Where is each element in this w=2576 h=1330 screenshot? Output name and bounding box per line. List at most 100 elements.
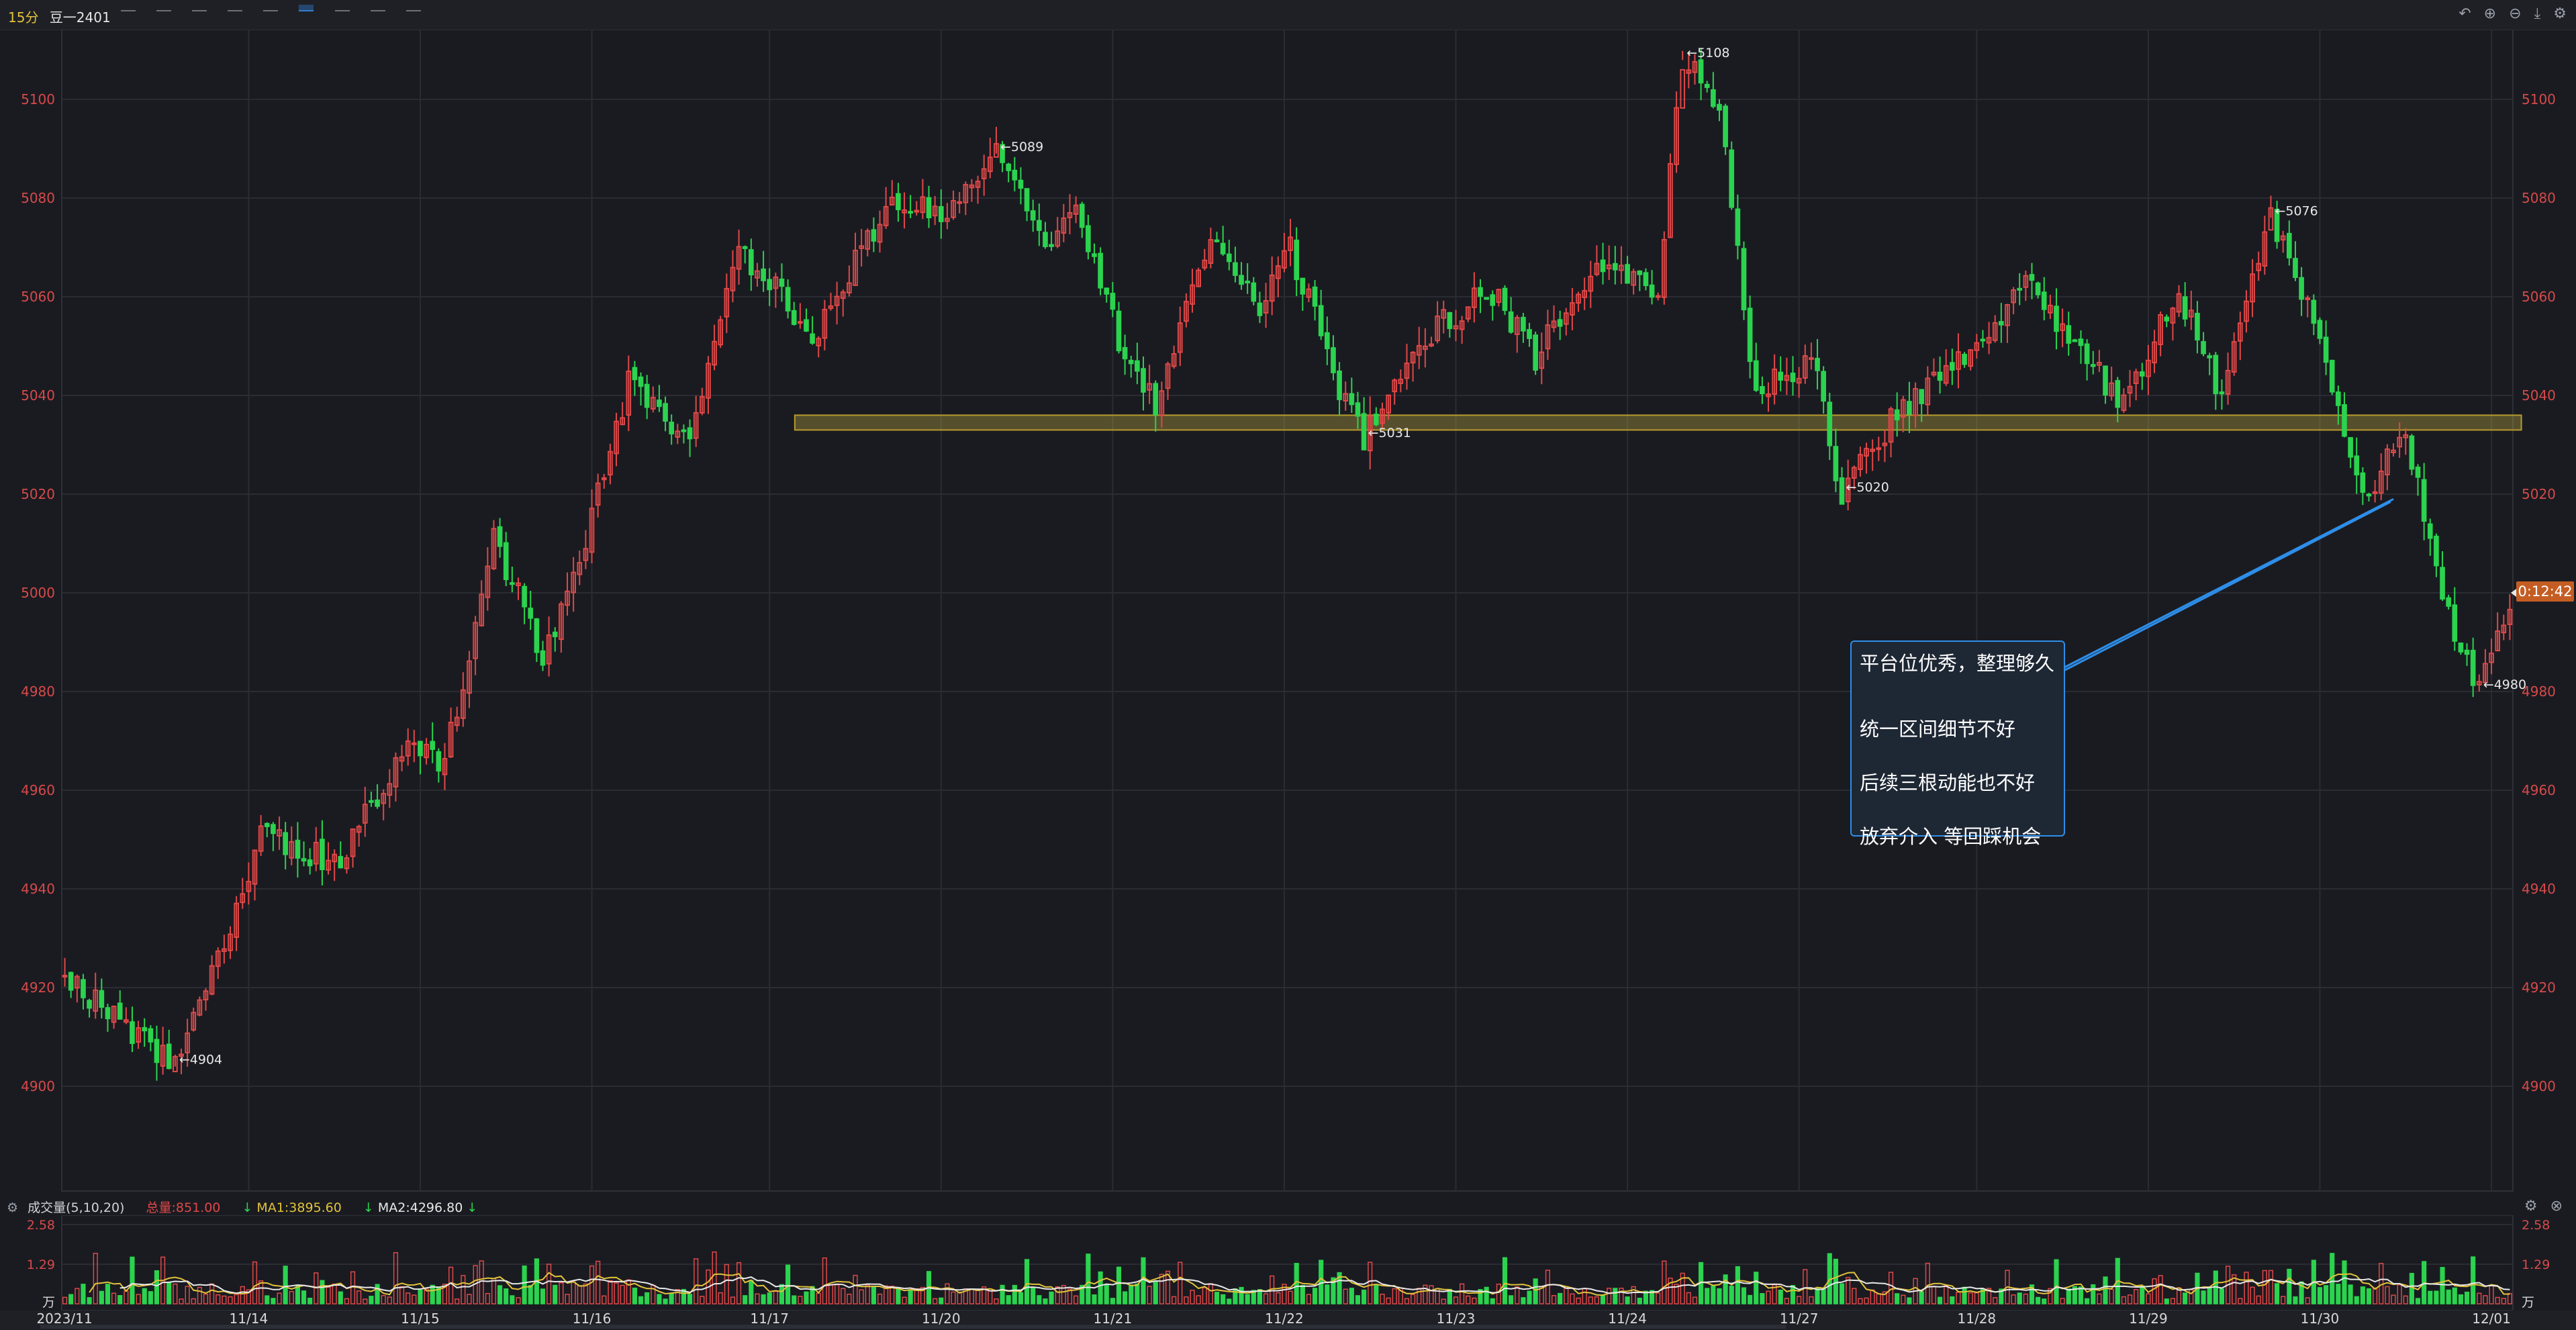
settings-icon[interactable]: ⚙ (2524, 1198, 2538, 1215)
candle-body (2139, 371, 2145, 377)
candle-body (295, 839, 301, 859)
volume-bar (2275, 1283, 2280, 1304)
volume-bar (1441, 1298, 1446, 1304)
candle-body (1496, 289, 1502, 303)
tool-button-active[interactable] (299, 5, 314, 11)
volume-bar (1159, 1274, 1164, 1304)
candle-body (1937, 371, 1943, 381)
candle-body (1006, 163, 1012, 171)
candle-body (1380, 408, 1385, 424)
candle-body (412, 742, 417, 745)
candle-body (1674, 107, 1679, 165)
candle-body (2164, 316, 2170, 322)
tool-button[interactable] (370, 5, 385, 11)
volume-bar (387, 1296, 392, 1304)
candlestick-chart[interactable]: 5100 5100 5080 5080 5060 5060 5040 5040 5020 5020… (0, 30, 2576, 1196)
tool-button[interactable] (192, 5, 207, 11)
candle-body (1729, 149, 1735, 208)
volume-bar (1368, 1262, 1373, 1304)
candle-body (1061, 217, 1067, 234)
volume-chart[interactable]: 2.58 2.58 1.29 1.29 万 万 (0, 1215, 2576, 1311)
volume-bar (565, 1294, 570, 1304)
volume-bar (448, 1266, 454, 1304)
volume-bar (645, 1292, 650, 1304)
candle-body (1778, 371, 1784, 381)
candle-body (197, 999, 203, 1016)
volume-bar (773, 1290, 778, 1304)
undo-icon[interactable]: ↶ (2459, 5, 2471, 22)
candle-body (442, 758, 448, 775)
volume-bar (1515, 1286, 1520, 1304)
volume-bar (1331, 1277, 1336, 1304)
volume-ma2-line (120, 1276, 2510, 1294)
volume-bar (258, 1280, 264, 1304)
zoom-in-icon[interactable]: ⊕ (2483, 5, 2497, 22)
candle-body (485, 565, 491, 598)
volume-bar (969, 1288, 975, 1304)
candle-body (2182, 296, 2188, 320)
tool-button[interactable] (156, 5, 172, 11)
zoom-out-icon[interactable]: ⊖ (2509, 5, 2522, 22)
candle-body (779, 278, 785, 287)
export-icon[interactable]: ⤓ (2534, 5, 2541, 22)
volume-bar (614, 1282, 619, 1304)
tool-button[interactable] (228, 5, 243, 11)
settings-icon[interactable]: ⚙ (7, 1200, 19, 1215)
volume-bar (2072, 1286, 2077, 1304)
volume-bar (939, 1297, 944, 1304)
candle-body (552, 631, 558, 638)
candle-body (2127, 385, 2133, 394)
candle-body (1760, 386, 1765, 395)
symbol-label[interactable]: 豆一2401 (49, 9, 111, 26)
candle-body (2195, 312, 2200, 341)
price-extreme-label: ←4980 (2483, 677, 2526, 692)
volume-bar (1674, 1284, 1679, 1304)
volume-bar (497, 1285, 503, 1304)
candle-body (1907, 401, 1912, 415)
candle-body (454, 716, 460, 726)
candle-body (240, 893, 246, 904)
annotation-line-2: 统一区间细节不好 (1860, 718, 2016, 741)
candle-body (1557, 319, 1563, 327)
tool-button[interactable] (121, 5, 136, 11)
candle-body (2152, 341, 2157, 364)
volume-bar (1104, 1284, 1109, 1304)
chart-title: 15分 豆一2401 (8, 7, 111, 26)
volume-bar (191, 1298, 196, 1304)
close-icon[interactable]: ⊗ (2550, 1198, 2563, 1215)
tool-button[interactable] (406, 5, 421, 11)
candle-body (258, 825, 264, 852)
candle-body (1337, 370, 1342, 400)
volume-bar (1276, 1292, 1281, 1304)
candle-body (1950, 362, 1955, 371)
candle-body (908, 211, 913, 214)
volume-bar (528, 1285, 533, 1304)
volume-bar (1165, 1270, 1171, 1304)
tool-button[interactable] (334, 5, 350, 11)
volume-bar (2029, 1284, 2035, 1304)
volume-label[interactable]: 成交量(5,10,20) (28, 1200, 125, 1215)
candle-body (1882, 442, 1888, 446)
volume-bar (1129, 1284, 1134, 1304)
volume-bar (1484, 1286, 1489, 1304)
scrollbar[interactable] (40, 1325, 1786, 1329)
tool-button[interactable] (263, 5, 279, 11)
volume-bar (1619, 1288, 1624, 1304)
volume-bar (2146, 1293, 2151, 1304)
volume-bar (2183, 1292, 2188, 1304)
candle-body (209, 965, 215, 995)
volume-controls: ⚙ ⊗ (2516, 1198, 2563, 1215)
volume-bar (203, 1293, 209, 1304)
candle-body (2048, 304, 2053, 314)
annotation-box[interactable]: 平台位优秀，整理够久 统一区间细节不好 后续三根动能也不好 放弃介入 等回踩机会 (1850, 640, 2065, 848)
candle-body (1429, 343, 1434, 347)
candle-body (516, 582, 521, 586)
volume-tick-left: 2.58 (27, 1218, 55, 1233)
candle-body (1318, 305, 1324, 336)
candle-body (2029, 274, 2035, 281)
candle-body (1600, 259, 1606, 273)
candle-body (2158, 314, 2163, 346)
settings-icon[interactable]: ⚙ (2553, 5, 2567, 22)
volume-bar (571, 1281, 576, 1304)
period-label[interactable]: 15分 (8, 9, 39, 26)
